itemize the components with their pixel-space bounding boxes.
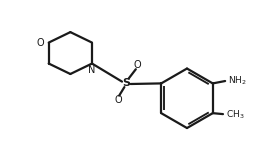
Text: NH$_2$: NH$_2$	[227, 75, 246, 87]
Text: O: O	[133, 60, 141, 70]
Text: O: O	[37, 38, 44, 48]
Text: CH$_3$: CH$_3$	[226, 109, 244, 121]
Text: N: N	[88, 65, 96, 75]
Text: S: S	[122, 78, 130, 88]
Text: O: O	[114, 95, 122, 105]
